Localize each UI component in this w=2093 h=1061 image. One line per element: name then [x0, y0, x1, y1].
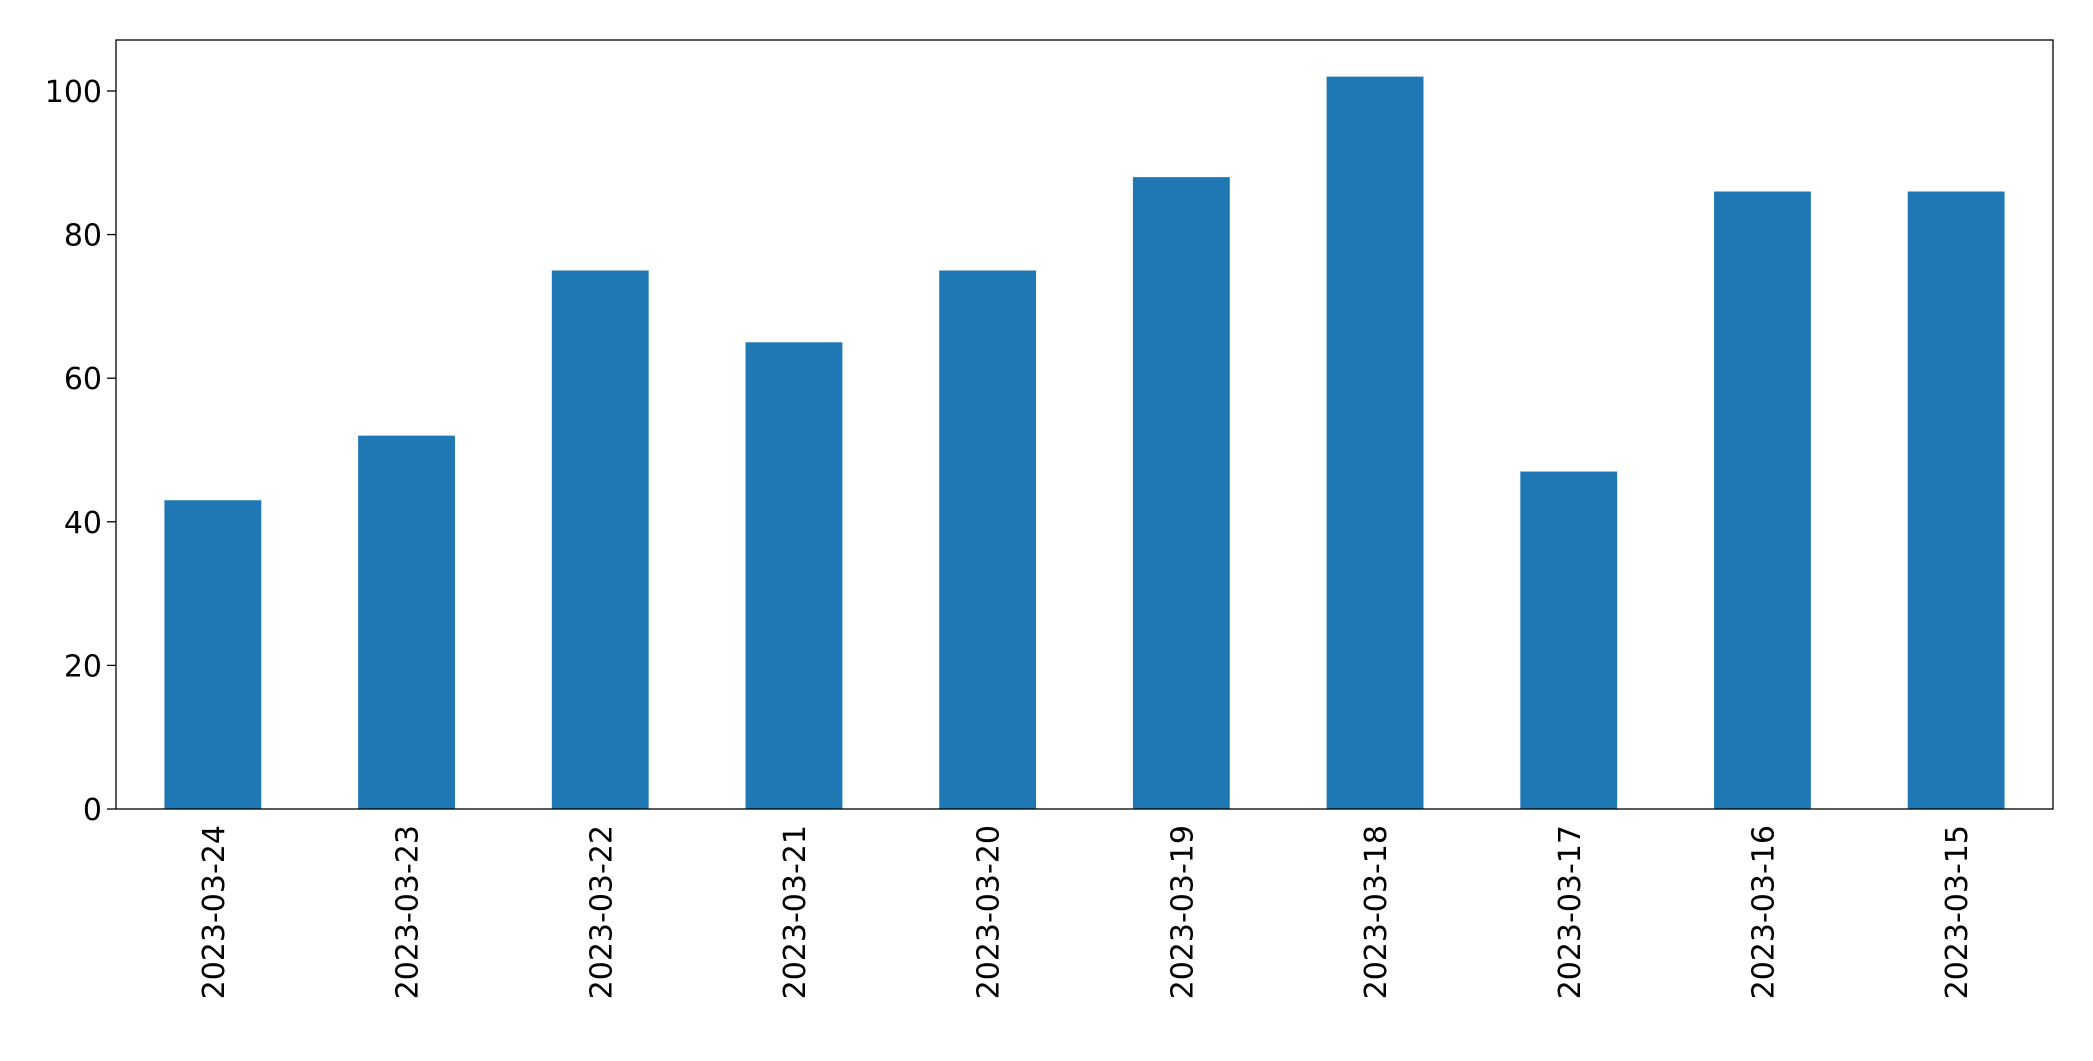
x-tick-label: 2023-03-21 [778, 825, 813, 999]
x-tick-label: 2023-03-22 [584, 825, 619, 999]
x-tick-label: 2023-03-16 [1746, 825, 1781, 999]
bar [939, 270, 1037, 809]
x-tick-label: 2023-03-17 [1553, 825, 1588, 999]
y-tick-label: 20 [64, 649, 102, 684]
bar [1907, 191, 2005, 810]
x-tick-label: 2023-03-24 [197, 825, 232, 999]
bar [1714, 191, 1811, 810]
y-tick-label: 80 [64, 219, 102, 254]
y-tick-label: 40 [64, 506, 102, 541]
x-tick-label: 2023-03-15 [1940, 825, 1975, 999]
bar [1132, 177, 1230, 810]
x-tick-label: 2023-03-18 [1359, 825, 1394, 999]
bar [358, 435, 455, 809]
plot-frame [115, 39, 2054, 810]
y-tick-label: 0 [83, 793, 102, 828]
bar [164, 500, 262, 809]
bar [1326, 76, 1424, 810]
y-tick-label: 100 [45, 75, 102, 110]
bar [551, 270, 649, 809]
x-tick-label: 2023-03-20 [972, 825, 1007, 999]
x-tick-label: 2023-03-19 [1165, 825, 1200, 999]
bar [745, 342, 843, 809]
x-tick-label: 2023-03-23 [391, 825, 426, 999]
y-tick-label: 60 [64, 362, 102, 397]
bar [1520, 471, 1618, 809]
